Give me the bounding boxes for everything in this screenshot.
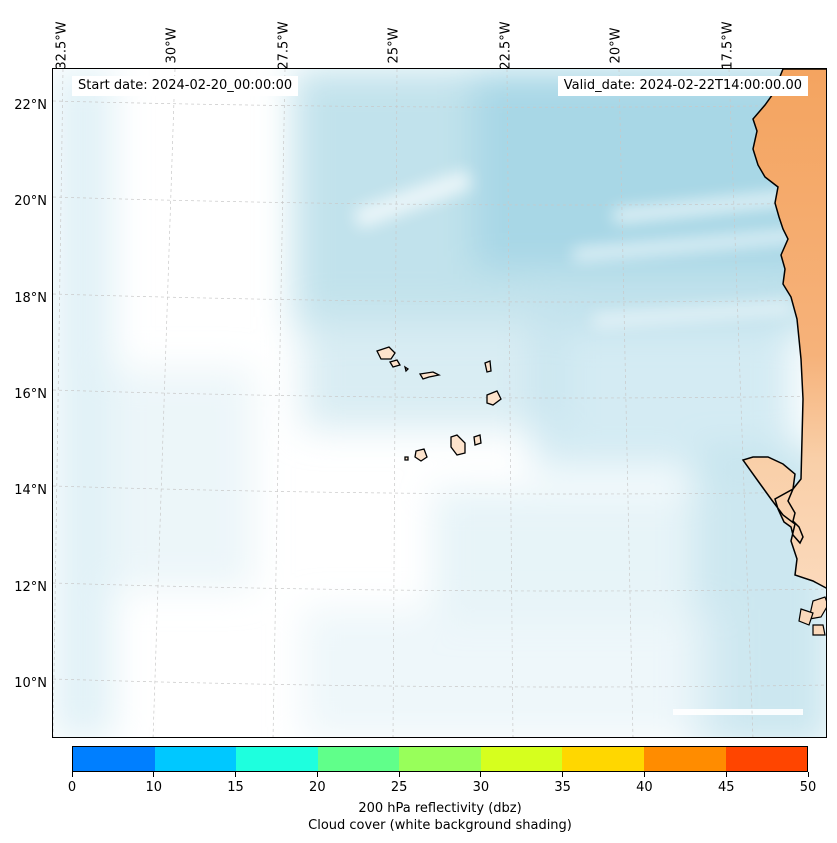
island-sal [484,360,492,373]
island-sao-vicente [389,359,401,368]
colorbar-segment [643,747,726,771]
colorbar-tick-mark [235,772,237,777]
lon-label-27-5w: 27.5°W [276,21,292,70]
lon-label-17-5w: 17.5°W [720,21,736,70]
lat-label-18n: 18°N [14,291,47,306]
colorbar-segment [73,747,155,771]
lat-label-10n: 10°N [14,676,47,691]
map-panel [52,68,827,738]
lat-label-20n: 20°N [14,194,47,209]
colorbar-tick-label: 40 [636,780,653,795]
island-brava [404,456,409,461]
start-date-label: Start date: 2024-02-20_00:00:00 [72,76,299,96]
colorbar-segment [725,747,808,771]
coastal-island [812,624,826,636]
colorbar-tick-mark [480,772,482,777]
colorbar-tick-mark [807,772,809,777]
colorbar-segment [562,747,644,771]
lat-label-12n: 12°N [14,580,47,595]
african-mainland [741,69,826,589]
valid-date-label: Valid_date: 2024-02-22T14:00:00.00 [557,76,808,96]
colorbar-subtitle: Cloud cover (white background shading) [308,818,572,833]
gridlines [53,69,826,737]
colorbar-segment [154,747,237,771]
island-santiago [450,434,466,456]
lat-label-14n: 14°N [14,483,47,498]
colorbar-segment [480,747,563,771]
colorbar-tick-mark [71,772,73,777]
lat-label-16n: 16°N [14,387,47,402]
cloud-streaks [353,169,814,326]
colorbar-tick-label: 25 [390,780,408,795]
colorbar-tick-mark [725,772,727,777]
coastal-island [798,608,814,626]
island-boa-vista [486,390,502,406]
cape-verde-islands [376,346,502,462]
lon-label-22-5w: 22.5°W [498,21,514,70]
colorbar-tick-label: 15 [227,780,244,795]
map-canvas [53,69,826,737]
colorbar-tick-mark [643,772,645,777]
cloud-shading [53,69,826,737]
colorbar-segment [317,747,400,771]
lon-label-20w: 20°W [608,27,624,64]
colorbar [72,746,808,772]
colorbar-tick-label: 45 [717,780,735,795]
white-streak [673,709,803,715]
colorbar-tick-label: 50 [799,780,817,795]
colorbar-tick-label: 20 [309,780,326,795]
colorbar-tick-label: 35 [554,780,571,795]
colorbar-tick-mark [398,772,400,777]
lat-label-22n: 22°N [14,98,47,113]
lon-label-32-5w: 32.5°W [54,21,70,70]
colorbar-title: 200 hPa reflectivity (dbz) [358,801,522,816]
colorbar-tick-mark [316,772,318,777]
colorbar-tick-mark [153,772,155,777]
island-santa-luzia [403,365,410,373]
lon-label-25w: 25°W [386,27,402,64]
island-maio [473,434,482,446]
colorbar-segment [399,747,481,771]
lon-label-30w: 30°W [164,27,180,64]
colorbar-tick-label: 0 [67,780,77,795]
colorbar-tick-mark [562,772,564,777]
colorbar-segment [236,747,318,771]
colorbar-tick-label: 30 [472,780,490,795]
island-fogo [414,448,428,462]
colorbar-tick-label: 10 [145,780,163,795]
island-santo-antao [376,346,396,360]
island-sao-nicolau [418,371,441,380]
